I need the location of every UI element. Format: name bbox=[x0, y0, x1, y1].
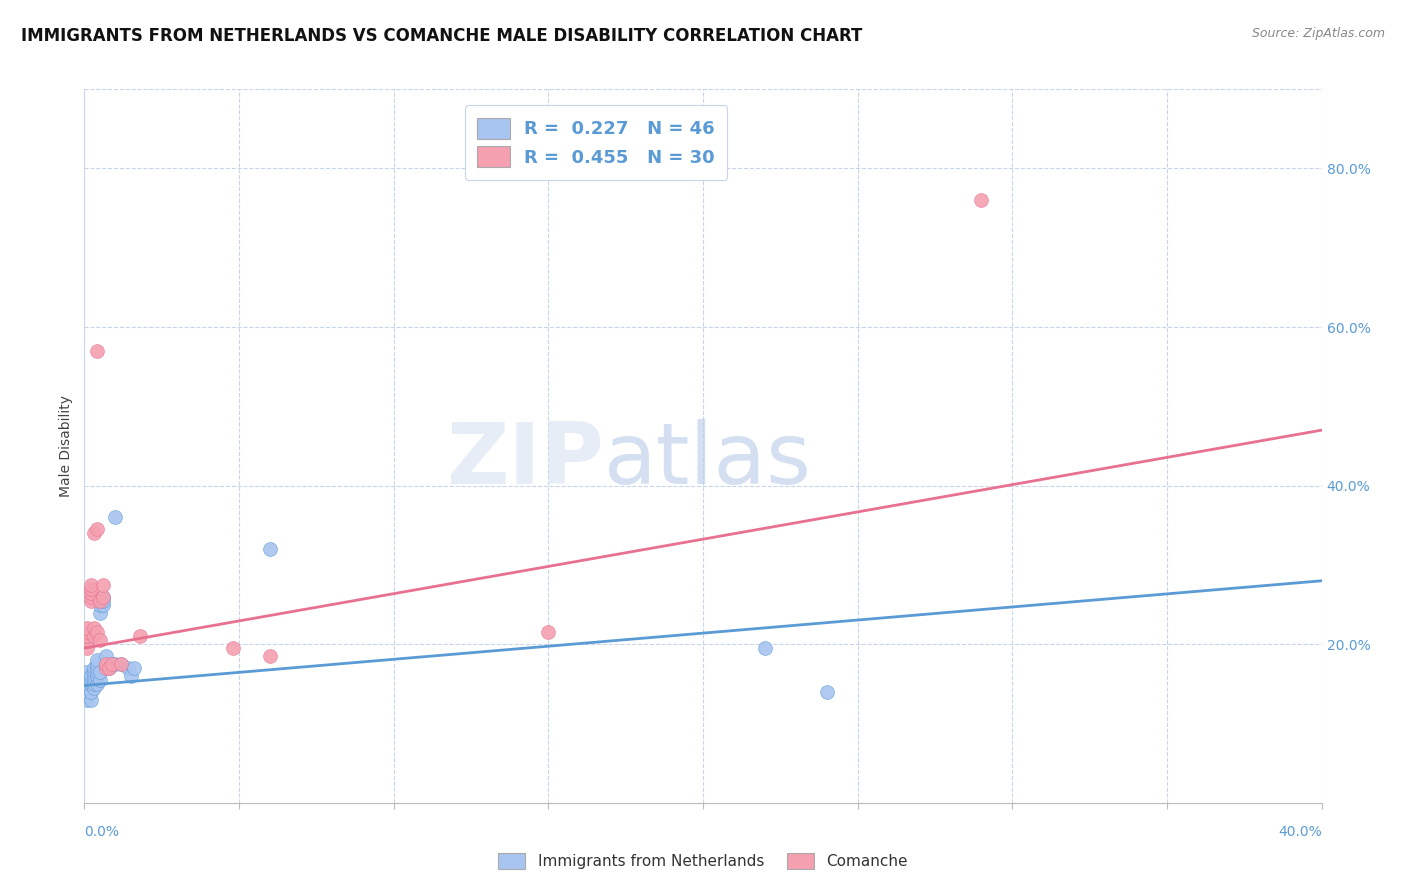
Point bbox=[91, 590, 114, 604]
Point bbox=[91, 578, 114, 592]
Point bbox=[91, 593, 114, 607]
Point bbox=[94, 649, 117, 664]
Point bbox=[76, 621, 98, 635]
Point bbox=[120, 669, 142, 683]
Point bbox=[104, 510, 127, 524]
Point bbox=[83, 526, 105, 541]
Point bbox=[89, 593, 111, 607]
Point bbox=[76, 689, 98, 703]
Point bbox=[86, 657, 108, 671]
Point bbox=[101, 657, 124, 671]
Point bbox=[89, 673, 111, 687]
Point bbox=[86, 522, 108, 536]
Point bbox=[537, 625, 560, 640]
Text: 40.0%: 40.0% bbox=[1278, 825, 1322, 839]
Text: atlas: atlas bbox=[605, 418, 813, 502]
Point bbox=[259, 649, 281, 664]
Point bbox=[117, 661, 139, 675]
Point bbox=[76, 685, 98, 699]
Text: ZIP: ZIP bbox=[446, 418, 605, 502]
Point bbox=[259, 542, 281, 557]
Point bbox=[98, 661, 121, 675]
Point bbox=[76, 665, 98, 679]
Y-axis label: Male Disability: Male Disability bbox=[59, 395, 73, 497]
Point bbox=[83, 629, 105, 643]
Point bbox=[94, 661, 117, 675]
Point bbox=[76, 681, 98, 695]
Point bbox=[815, 685, 838, 699]
Point bbox=[89, 598, 111, 612]
Point bbox=[79, 677, 101, 691]
Point bbox=[79, 582, 101, 596]
Point bbox=[76, 625, 98, 640]
Text: 0.0%: 0.0% bbox=[84, 825, 120, 839]
Point bbox=[86, 661, 108, 675]
Point bbox=[101, 657, 124, 671]
Point bbox=[83, 621, 105, 635]
Point bbox=[79, 578, 101, 592]
Point bbox=[79, 593, 101, 607]
Point bbox=[86, 653, 108, 667]
Point bbox=[79, 585, 101, 599]
Point bbox=[970, 193, 993, 207]
Point bbox=[79, 692, 101, 706]
Point bbox=[76, 633, 98, 648]
Point bbox=[91, 590, 114, 604]
Point bbox=[79, 673, 101, 687]
Point bbox=[104, 657, 127, 671]
Point bbox=[129, 629, 152, 643]
Point bbox=[83, 669, 105, 683]
Point bbox=[122, 661, 145, 675]
Point bbox=[83, 681, 105, 695]
Point bbox=[110, 657, 132, 671]
Point bbox=[98, 661, 121, 675]
Point bbox=[76, 669, 98, 683]
Text: IMMIGRANTS FROM NETHERLANDS VS COMANCHE MALE DISABILITY CORRELATION CHART: IMMIGRANTS FROM NETHERLANDS VS COMANCHE … bbox=[21, 27, 862, 45]
Point bbox=[110, 657, 132, 671]
Point bbox=[89, 665, 111, 679]
Point bbox=[89, 606, 111, 620]
Point bbox=[94, 657, 117, 671]
Point bbox=[79, 669, 101, 683]
Point bbox=[76, 677, 98, 691]
Point bbox=[83, 665, 105, 679]
Point bbox=[76, 629, 98, 643]
Point bbox=[76, 673, 98, 687]
Point bbox=[86, 343, 108, 358]
Point bbox=[94, 657, 117, 671]
Legend: Immigrants from Netherlands, Comanche: Immigrants from Netherlands, Comanche bbox=[492, 847, 914, 875]
Point bbox=[79, 685, 101, 699]
Point bbox=[83, 673, 105, 687]
Point bbox=[222, 641, 245, 656]
Point bbox=[86, 669, 108, 683]
Point bbox=[76, 692, 98, 706]
Point bbox=[76, 641, 98, 656]
Point bbox=[86, 625, 108, 640]
Point bbox=[83, 661, 105, 675]
Point bbox=[86, 665, 108, 679]
Point bbox=[89, 633, 111, 648]
Point bbox=[754, 641, 776, 656]
Point bbox=[83, 677, 105, 691]
Text: Source: ZipAtlas.com: Source: ZipAtlas.com bbox=[1251, 27, 1385, 40]
Point bbox=[91, 598, 114, 612]
Point bbox=[76, 669, 98, 683]
Point bbox=[86, 677, 108, 691]
Point bbox=[79, 590, 101, 604]
Legend: R =  0.227   N = 46, R =  0.455   N = 30: R = 0.227 N = 46, R = 0.455 N = 30 bbox=[464, 105, 727, 179]
